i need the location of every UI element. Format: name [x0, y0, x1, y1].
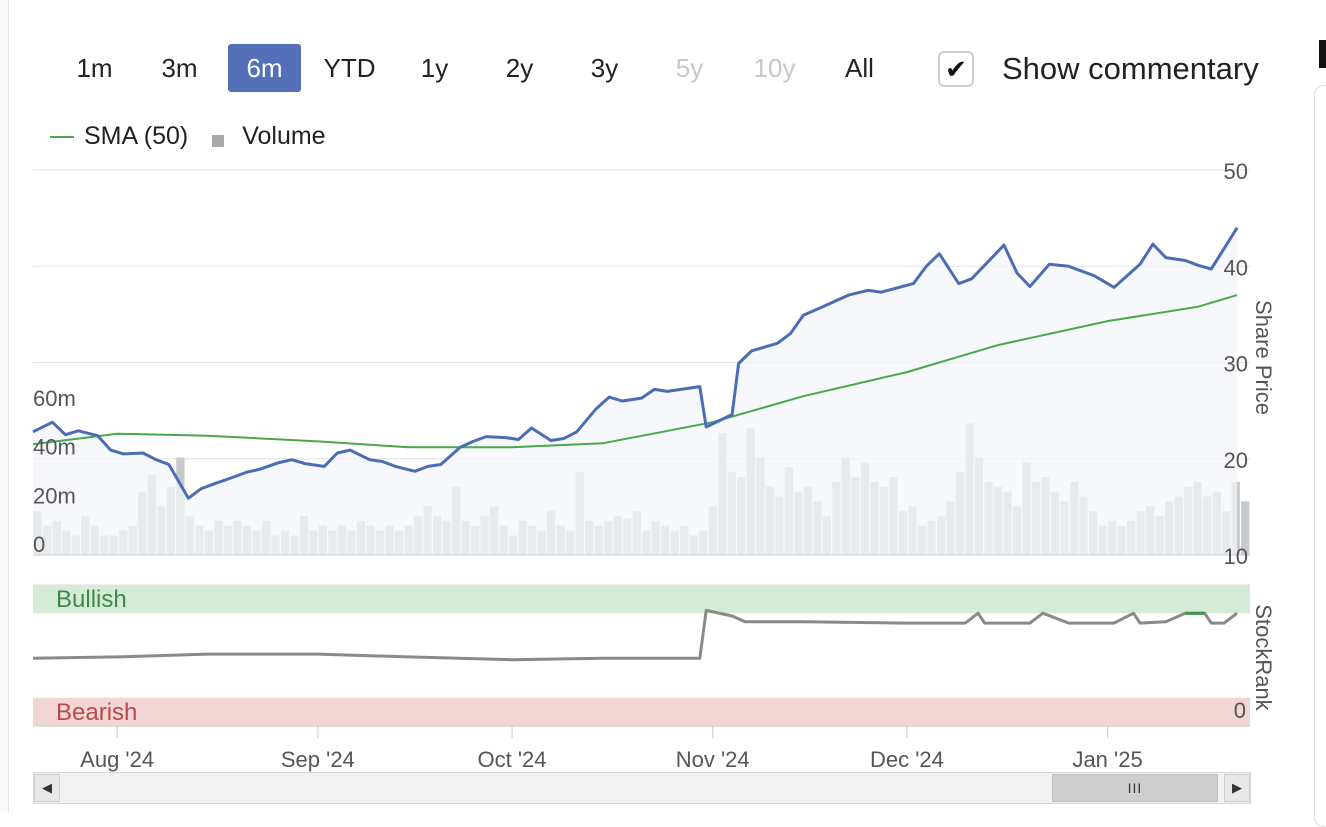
share-price-axis-title: Share Price — [1251, 300, 1276, 415]
range-button-5y: 5y — [675, 52, 704, 83]
x-axis-tick-label: Dec '24 — [870, 747, 944, 772]
price-area — [33, 227, 1238, 556]
show-commentary-label: Show commentary — [1002, 51, 1259, 86]
volume-legend-swatch — [212, 134, 225, 147]
share-price-line — [32, 227, 1239, 500]
volume-legend-label[interactable]: Volume — [242, 122, 326, 150]
range-selector: 1m 3m 6m YTD 1y 2y 3y 5y 10y All — [58, 44, 908, 92]
sma-legend-label[interactable]: SMA (50) — [84, 122, 189, 150]
scroll-left-button[interactable]: ◀ — [34, 774, 60, 802]
show-commentary-checkbox[interactable]: ✔ — [938, 51, 974, 87]
range-button-10y: 10y — [753, 52, 796, 83]
volume-bar — [1241, 501, 1250, 555]
stockrank-axis-title: StockRank — [1251, 604, 1276, 711]
price-axis-tick-label: 10 — [1224, 544, 1248, 569]
stockrank-line — [32, 608, 1239, 662]
navigator-scrollbar-track[interactable] — [33, 772, 1251, 804]
show-commentary-toggle[interactable]: ✔ Show commentary — [938, 51, 1259, 87]
stockrank-band-label-bearish: Bearish — [56, 699, 137, 726]
stockrank-band-bearish — [33, 697, 1250, 726]
scrollbar-thumb[interactable]: III — [1052, 774, 1218, 802]
volume-axis-tick-label: 20m — [33, 483, 76, 508]
volume-axis-tick-label: 60m — [33, 386, 76, 411]
stockrank-band-label-bullish: Bullish — [56, 586, 127, 613]
arrow-left-icon: ◀ — [42, 780, 52, 795]
stockrank-axis-tick-label: 0 — [1234, 698, 1246, 723]
price-axis-tick-label: 30 — [1224, 352, 1248, 377]
checkmark-icon: ✔ — [945, 53, 967, 84]
price-axis-tick-label: 50 — [1224, 159, 1248, 184]
range-button-ytd[interactable]: YTD — [323, 52, 376, 83]
range-button-6m[interactable]: 6m — [228, 44, 301, 92]
range-button-3y[interactable]: 3y — [590, 52, 619, 83]
sma-legend-swatch — [50, 135, 74, 138]
range-button-3m[interactable]: 3m — [161, 52, 198, 83]
x-axis-tick-label: Oct '24 — [478, 747, 547, 772]
range-button-2y[interactable]: 2y — [505, 52, 534, 83]
range-button-all[interactable]: All — [845, 52, 874, 83]
x-axis-tick-label: Jan '25 — [1072, 747, 1142, 772]
grip-icon: III — [1127, 780, 1143, 796]
stockrank-band-bullish — [33, 585, 1250, 614]
volume-axis-tick-label: 0 — [33, 532, 45, 557]
right-panel-heading-fragment — [1319, 40, 1326, 68]
volume-axis-tick-label: 40m — [33, 435, 76, 460]
x-axis-tick-label: Aug '24 — [80, 747, 154, 772]
range-button-1y[interactable]: 1y — [420, 52, 449, 83]
price-axis-tick-label: 20 — [1224, 448, 1248, 473]
left-panel-edge — [0, 0, 9, 812]
chart-legend: SMA (50) Volume — [50, 122, 326, 151]
x-axis-tick-label: Sep '24 — [281, 747, 355, 772]
arrow-right-icon: ▶ — [1232, 780, 1242, 795]
scroll-right-button[interactable]: ▶ — [1224, 774, 1250, 802]
sma-line — [32, 294, 1238, 449]
x-axis-tick-label: Nov '24 — [676, 747, 750, 772]
range-button-1m[interactable]: 1m — [76, 52, 113, 83]
price-axis-tick-label: 40 — [1224, 255, 1248, 280]
